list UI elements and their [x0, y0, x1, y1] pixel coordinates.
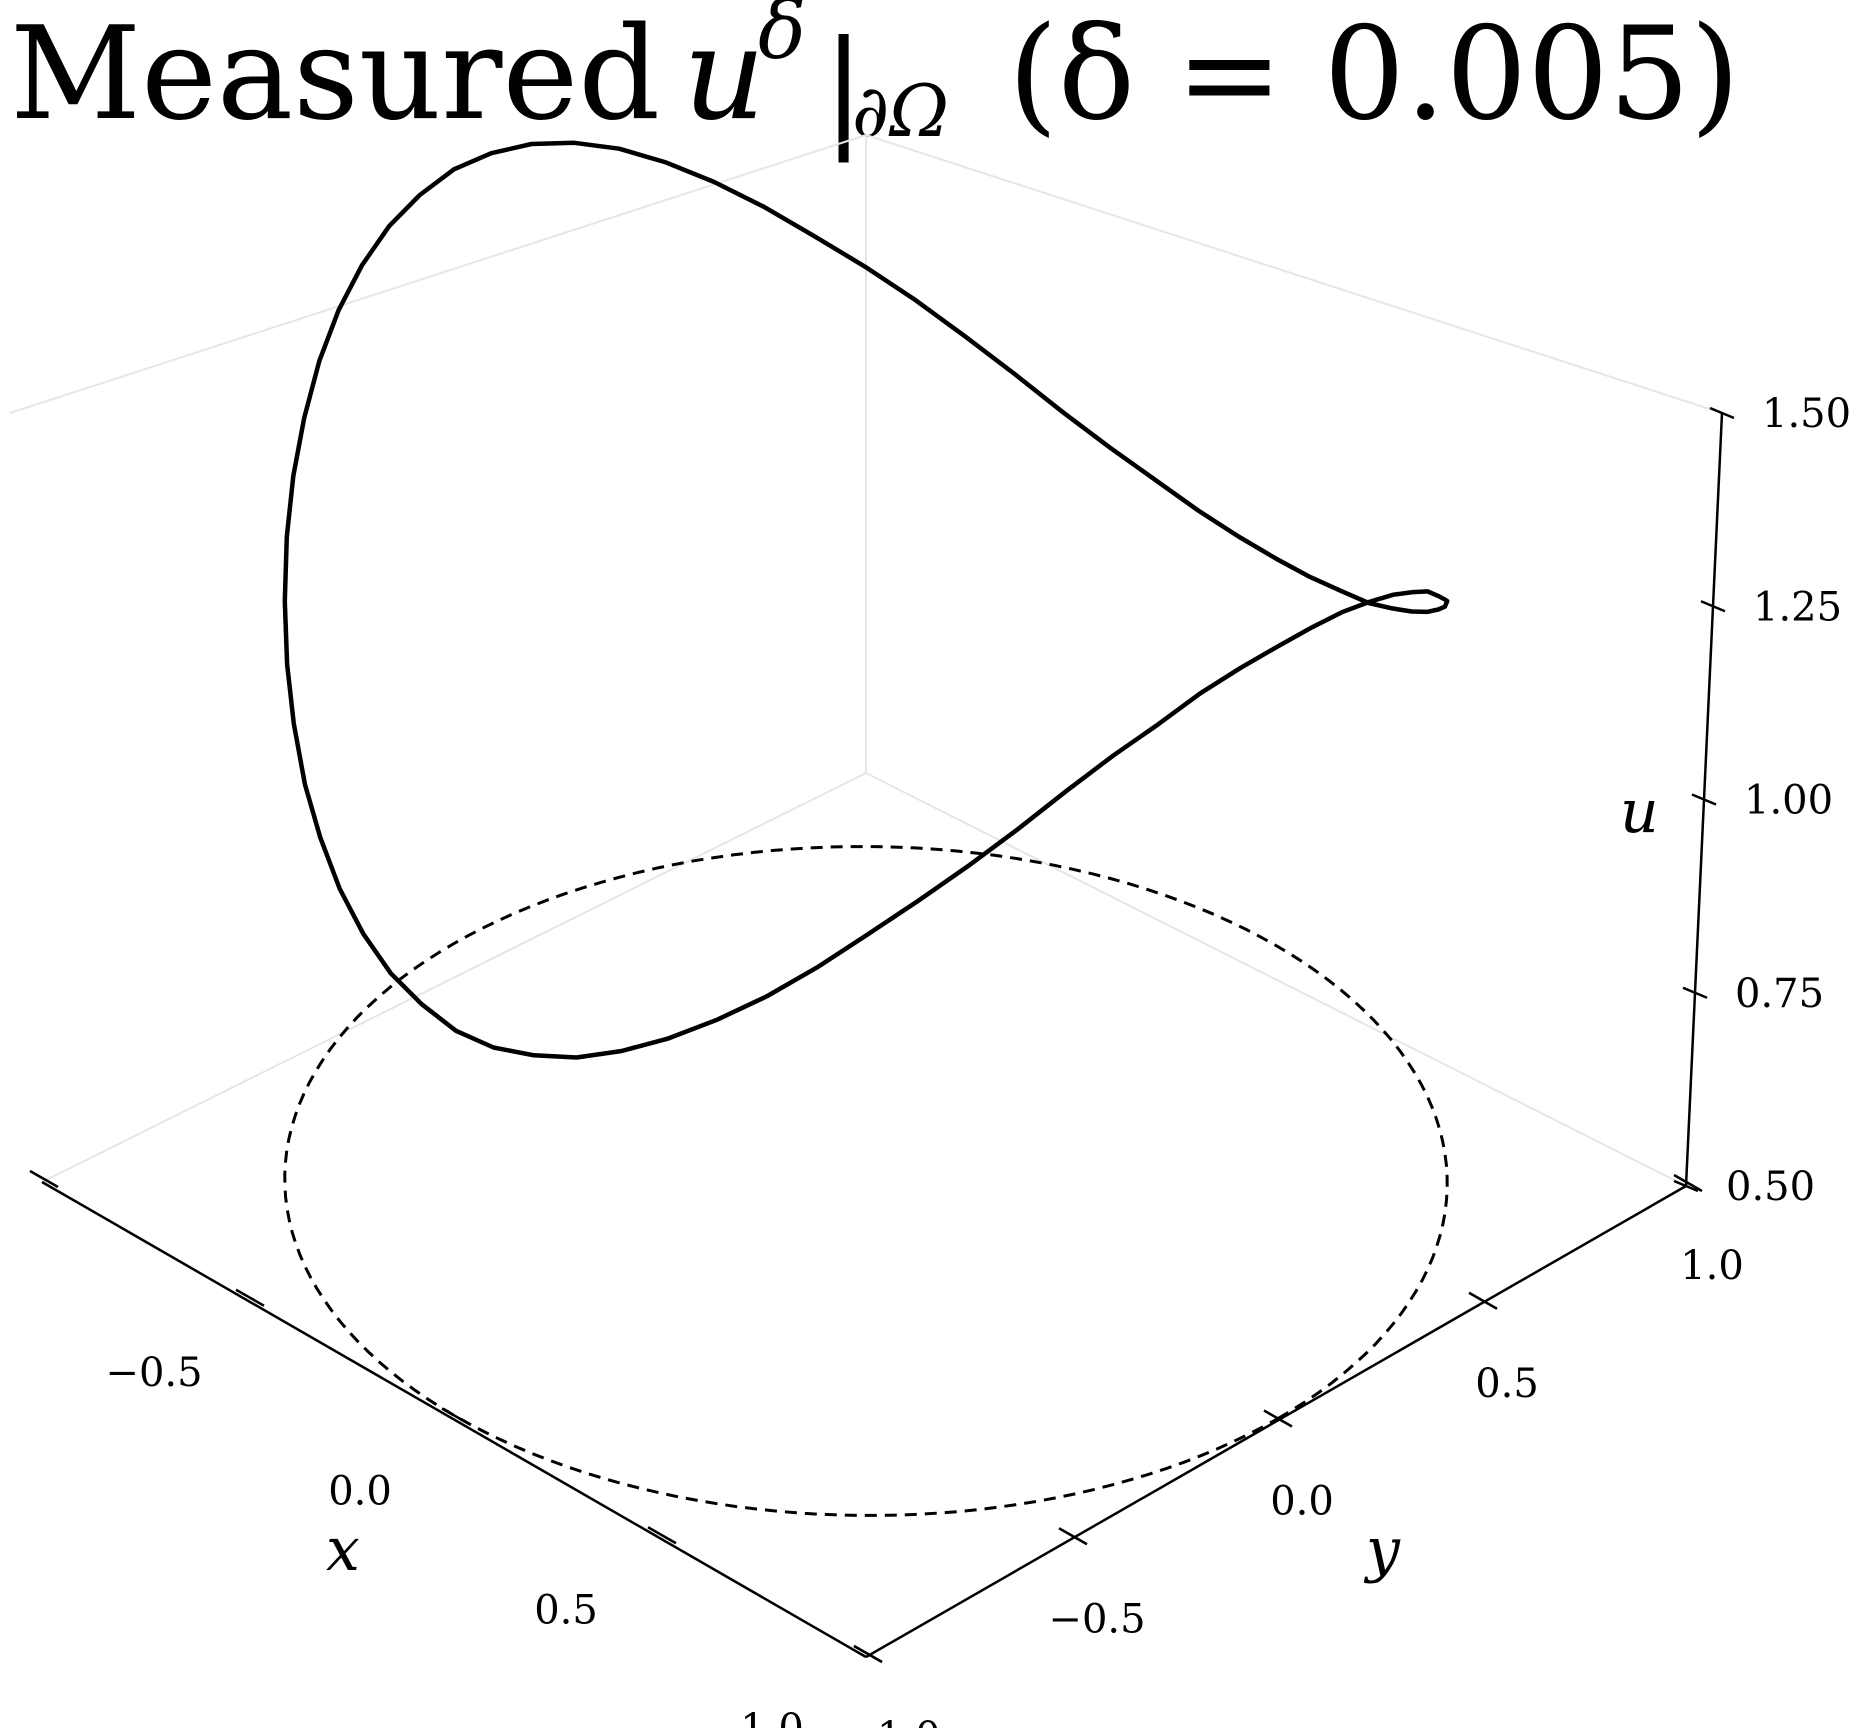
z-tick-mark [1682, 986, 1708, 999]
y-tick-mark [1468, 1291, 1498, 1310]
x-tick-mark [235, 1288, 265, 1307]
z-tick-label: 1.25 [1753, 584, 1842, 630]
title-paren: (δ = 0.005) [1008, 0, 1740, 149]
measured-curve [282, 140, 1450, 1060]
y-tick-label: −1.0 [843, 1714, 940, 1728]
x-tick-mark [29, 1169, 59, 1189]
pane-edge-left-top [9, 134, 867, 414]
title-math-sub: ∂Ω [852, 69, 949, 153]
z-axis-label: u [1620, 777, 1659, 847]
z-tick-mark [1673, 1179, 1699, 1193]
y-axis-label: y [1363, 1515, 1401, 1585]
pane-edge-right-top [865, 134, 1723, 414]
x-axis: −1.0−0.50.00.51.0 x [29, 1169, 883, 1728]
z-tick-label: 0.50 [1726, 1164, 1815, 1210]
z-ticks: 0.50 0.75 1.00 1.25 1.50 [1673, 391, 1851, 1210]
x-tick-mark [647, 1526, 677, 1545]
z-tick-mark [1700, 600, 1726, 613]
x-axis-line [41, 1180, 867, 1659]
title-math-sup: δ [758, 0, 806, 77]
y-tick-label: 0.5 [1475, 1361, 1539, 1407]
z-tick-mark [1691, 793, 1717, 806]
chart-title: Measured u δ | ∂Ω (δ = 0.005) [10, 0, 1740, 163]
title-math-u: u [683, 0, 765, 149]
z-tick-label: 0.75 [1735, 971, 1824, 1017]
z-tick-label: 1.50 [1762, 391, 1851, 437]
y-axis-line [865, 1184, 1687, 1659]
pane-edge-left-bottom [41, 772, 867, 1183]
y-tick-label: 1.0 [1680, 1243, 1744, 1289]
y-tick-mark [853, 1644, 883, 1664]
x-ticks: −1.0−0.50.00.51.0 [29, 1169, 883, 1728]
z-axis: 0.50 0.75 1.00 1.25 1.50 u [1620, 391, 1851, 1210]
x-tick-label: −0.5 [105, 1350, 202, 1396]
boundary-circle-dashed [283, 845, 1449, 1517]
x-tick-label: 0.0 [328, 1469, 392, 1515]
x-tick-label: 0.5 [534, 1587, 598, 1633]
z-tick-label: 1.00 [1744, 778, 1833, 824]
y-tick-label: −0.5 [1048, 1596, 1145, 1642]
series-layer [282, 140, 1450, 1517]
x-tick-label: 1.0 [740, 1706, 804, 1728]
y-ticks: −1.0 −0.5 0.0 0.5 1.0 [843, 1173, 1744, 1728]
title-text: Measured [10, 0, 660, 149]
x-axis-label: x [326, 1515, 360, 1585]
y-tick-mark [1673, 1173, 1703, 1193]
pane-edges [9, 134, 1723, 1187]
y-axis: −1.0 −0.5 0.0 0.5 1.0 y [843, 1173, 1744, 1728]
pane-edge-right-bottom [865, 772, 1687, 1187]
z-tick-mark [1709, 406, 1735, 420]
y-tick-label: 0.0 [1270, 1479, 1334, 1525]
y-tick-mark [1058, 1527, 1088, 1546]
